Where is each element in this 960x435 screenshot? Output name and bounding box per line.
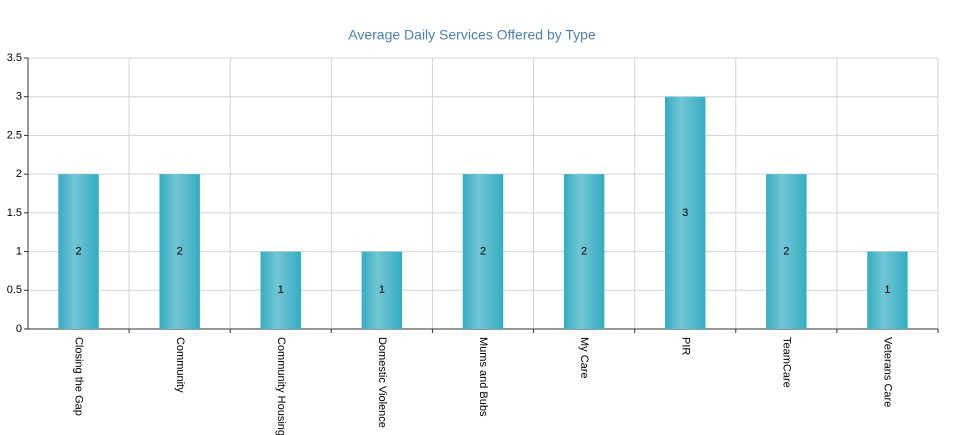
bar-shine bbox=[159, 174, 200, 329]
y-tick-label: 1.5 bbox=[7, 207, 22, 219]
y-tick-label: 1 bbox=[16, 245, 22, 257]
x-tick-label: Closing the Gap bbox=[73, 337, 85, 416]
value-label: 2 bbox=[75, 245, 81, 257]
value-label: 1 bbox=[278, 284, 284, 296]
y-tick-label: 3 bbox=[16, 91, 22, 103]
bar-shine bbox=[58, 174, 99, 329]
bar-shine bbox=[462, 174, 504, 329]
x-tick-label: Veterans Care bbox=[882, 337, 894, 407]
value-label: 1 bbox=[379, 284, 385, 296]
bar-shine bbox=[766, 174, 807, 329]
x-tick-label: My Care bbox=[578, 337, 590, 379]
x-tick-label: Community Housing bbox=[275, 337, 287, 435]
bar-shine bbox=[563, 174, 605, 329]
x-tick-label: PIR bbox=[679, 337, 691, 355]
x-tick-label: Community bbox=[174, 337, 186, 393]
y-tick-label: 2.5 bbox=[7, 129, 22, 141]
bar-shine bbox=[361, 251, 403, 329]
chart-title: Average Daily Services Offered by Type bbox=[348, 27, 596, 43]
bar-shine bbox=[260, 251, 301, 329]
value-label: 2 bbox=[581, 245, 587, 257]
y-tick-label: 3.5 bbox=[7, 52, 22, 64]
value-label: 3 bbox=[682, 207, 688, 219]
x-tick-label: TeamCare bbox=[780, 337, 792, 388]
x-tick-label: Mums and Bubs bbox=[477, 337, 489, 417]
x-tick-label: Domestic Violence bbox=[376, 337, 388, 428]
value-label: 2 bbox=[480, 245, 486, 257]
y-tick-label: 2 bbox=[16, 168, 22, 180]
bar-shine bbox=[867, 251, 908, 329]
y-tick-label: 0.5 bbox=[7, 284, 22, 296]
value-label: 2 bbox=[177, 245, 183, 257]
bar-shine bbox=[665, 96, 706, 329]
value-label: 1 bbox=[884, 284, 890, 296]
value-label: 2 bbox=[783, 245, 789, 257]
y-tick-label: 0 bbox=[16, 323, 22, 335]
